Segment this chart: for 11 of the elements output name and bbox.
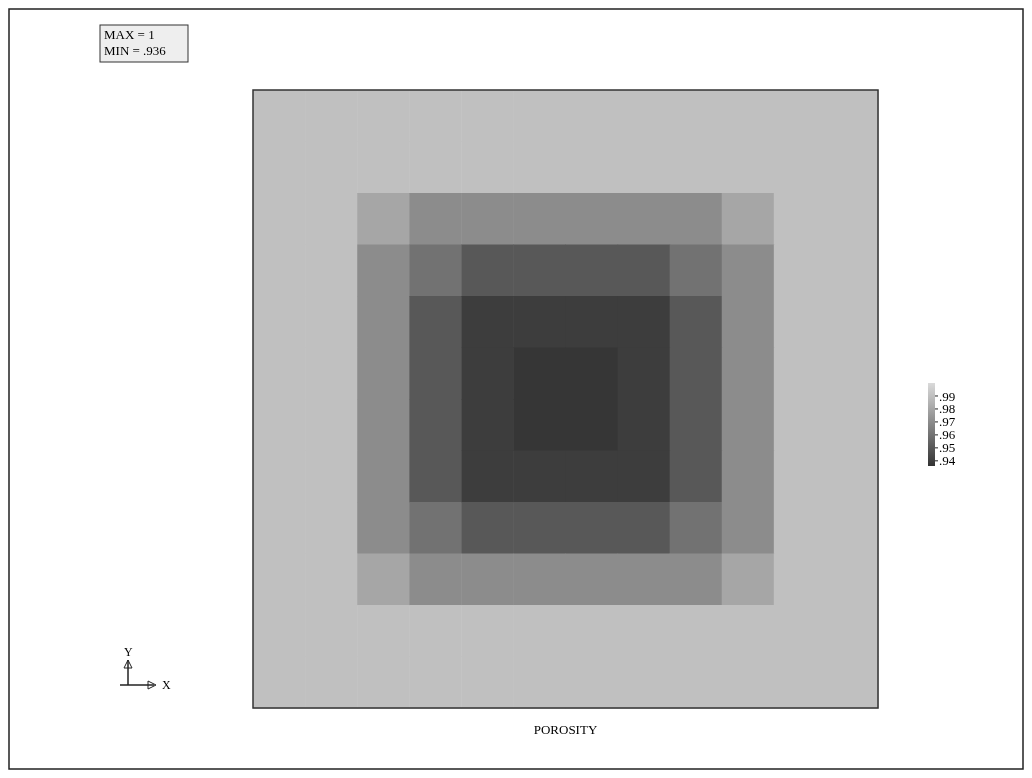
color-bar-label: .98 (939, 401, 956, 417)
text: POROSITY (533, 722, 598, 737)
text: X (162, 678, 171, 692)
text: MIN = .936 (104, 43, 167, 58)
color-bar-label: .97 (939, 414, 956, 430)
color-bar-label: .94 (939, 453, 956, 469)
color-bar-label: .99 (939, 388, 956, 404)
text: MAX = 1 (104, 27, 155, 42)
color-bar-label: .95 (939, 440, 956, 456)
text: Y (124, 645, 133, 659)
color-bar-label: .96 (939, 427, 956, 443)
